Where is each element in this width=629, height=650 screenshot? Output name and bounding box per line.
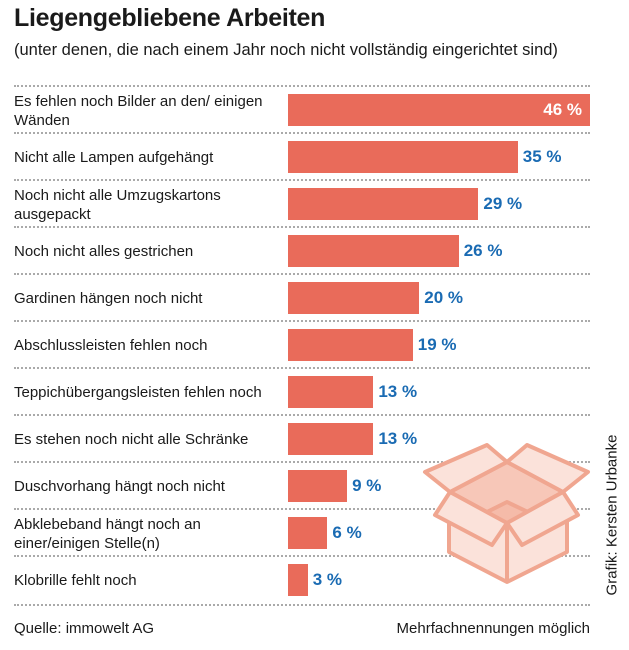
bar [288, 235, 459, 267]
category-label: Es fehlen noch Bilder an den/ einigen Wä… [14, 92, 263, 129]
bar-row: Es stehen noch nicht alle Schränke 13 % [14, 414, 590, 463]
category-label: Abschlussleisten fehlen noch [14, 337, 208, 354]
value-label: 19 % [417, 335, 457, 354]
bar-row: Abschlussleisten fehlen noch 19 % [14, 320, 590, 369]
category-label: Abklebeband hängt noch an einer/einigen … [14, 515, 201, 552]
category-label: Klobrille fehlt noch [14, 572, 137, 589]
value-label: 9 % [352, 476, 382, 495]
value-label: 6 % [332, 523, 362, 542]
value-label: 13 % [378, 429, 418, 448]
bar-row: Noch nicht alle Umzugskartons ausgepackt… [14, 179, 590, 228]
bar-row: Teppichübergangsleisten fehlen noch 13 % [14, 367, 590, 416]
bar [288, 564, 308, 596]
graphic-credit: Grafik: Kersten Urbanke [603, 434, 621, 596]
value-label: 20 % [424, 288, 464, 307]
bar [288, 94, 590, 126]
value-label: 29 % [483, 194, 523, 213]
category-label: Duschvorhang hängt noch nicht [14, 478, 225, 495]
category-label: Teppichübergangsleisten fehlen noch [14, 384, 262, 401]
chart-title: Liegengebliebene Arbeiten [14, 4, 326, 32]
bar-row: Duschvorhang hängt noch nicht 9 % [14, 461, 590, 510]
category-label: Gardinen hängen noch nicht [14, 290, 203, 307]
value-label: 13 % [378, 382, 418, 401]
open-box-icon [423, 443, 590, 584]
bar-row: Klobrille fehlt noch 3 % [14, 555, 590, 606]
bar [288, 423, 374, 455]
bar [288, 141, 518, 173]
value-label: 35 % [522, 147, 562, 166]
source-note: Quelle: immowelt AG [14, 620, 155, 637]
bar-row: Nicht alle Lampen aufgehängt 35 % [14, 132, 590, 181]
bar [288, 188, 479, 220]
bar [288, 282, 420, 314]
multiple-answers-note: Mehrfachnennungen möglich [396, 620, 590, 637]
category-label: Noch nicht alle Umzugskartons ausgepackt [14, 186, 221, 223]
bar [288, 376, 374, 408]
bar [288, 329, 413, 361]
value-label: 46 % [543, 100, 582, 119]
bar [288, 470, 348, 502]
bar-row: Noch nicht alles gestrichen 26 % [14, 226, 590, 275]
category-label: Nicht alle Lampen aufgehängt [14, 149, 214, 166]
chart-subtitle: (unter denen, die nach einem Jahr noch n… [14, 41, 558, 59]
bar-row: Abklebeband hängt noch an einer/einigen … [14, 508, 590, 557]
category-label: Noch nicht alles gestrichen [14, 243, 194, 260]
value-label: 3 % [312, 570, 342, 589]
bar-row: Es fehlen noch Bilder an den/ einigen Wä… [14, 85, 590, 134]
value-label: 26 % [463, 241, 503, 260]
bar-row: Gardinen hängen noch nicht 20 % [14, 273, 590, 322]
category-label: Es stehen noch nicht alle Schränke [14, 431, 249, 448]
bar [288, 517, 328, 549]
